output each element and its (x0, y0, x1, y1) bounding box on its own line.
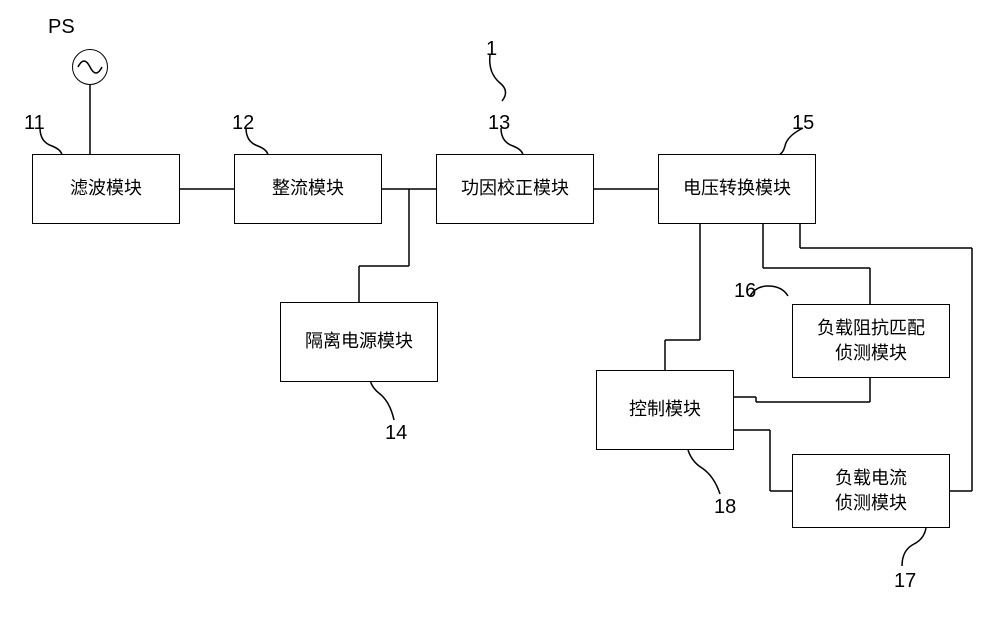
block-rectifier-label: 整流模块 (272, 176, 344, 201)
ref-15: 15 (792, 112, 814, 135)
ref-14: 14 (385, 422, 407, 445)
ref-17: 17 (894, 570, 916, 593)
ps-label: PS (48, 16, 75, 39)
block-filter: 滤波模块 (32, 154, 180, 224)
ac-source-icon (72, 49, 108, 85)
ref-11: 11 (24, 112, 45, 135)
block-pfc: 功因校正模块 (436, 154, 594, 224)
block-isolated-power: 隔离电源模块 (280, 302, 438, 382)
block-pfc-label: 功因校正模块 (461, 176, 569, 201)
block-load-impedance-detect: 负载阻抗匹配 侦测模块 (792, 304, 950, 378)
block-isolated-power-label: 隔离电源模块 (305, 329, 413, 354)
ref-18: 18 (714, 496, 736, 519)
block-filter-label: 滤波模块 (70, 176, 142, 201)
block-load-current-detect-label: 负载电流 侦测模块 (835, 466, 907, 516)
block-control: 控制模块 (596, 370, 734, 450)
block-rectifier: 整流模块 (234, 154, 382, 224)
ref-13: 13 (488, 112, 510, 135)
block-control-label: 控制模块 (629, 397, 701, 422)
ref-12: 12 (232, 112, 254, 135)
block-voltage-convert: 电压转换模块 (658, 154, 816, 224)
ref-16: 16 (734, 280, 756, 303)
ref-1: 1 (486, 38, 497, 61)
block-load-current-detect: 负载电流 侦测模块 (792, 454, 950, 528)
block-voltage-convert-label: 电压转换模块 (683, 176, 791, 201)
block-load-impedance-detect-label: 负载阻抗匹配 侦测模块 (817, 316, 925, 366)
